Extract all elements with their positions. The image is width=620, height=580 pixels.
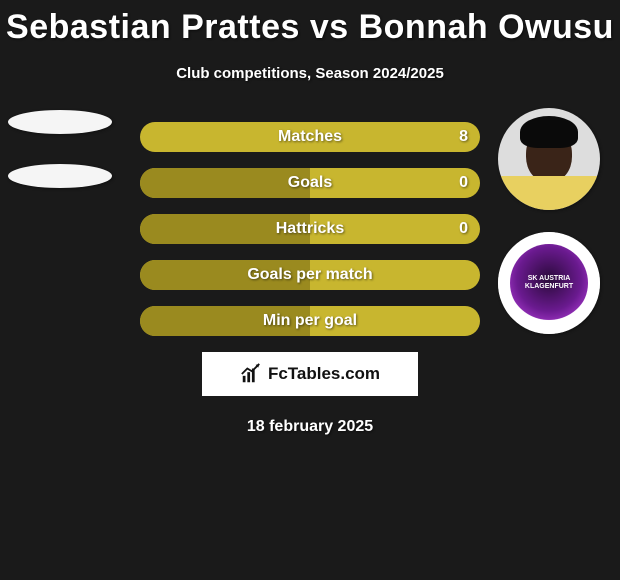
- date: 18 february 2025: [0, 418, 620, 436]
- stat-bar: Matches8: [140, 122, 480, 152]
- chart-icon: [240, 363, 262, 385]
- watermark-text: FcTables.com: [268, 364, 380, 384]
- stat-bar: Goals0: [140, 168, 480, 198]
- page-title: Sebastian Prattes vs Bonnah Owusu: [0, 0, 620, 47]
- stat-label: Matches: [140, 128, 480, 146]
- stat-bar: Hattricks0: [140, 214, 480, 244]
- player2-avatar: [498, 108, 600, 210]
- stat-bar: Min per goal: [140, 306, 480, 336]
- stat-label: Min per goal: [140, 312, 480, 330]
- stats-bars: Matches8Goals0Hattricks0Goals per matchM…: [140, 122, 480, 336]
- stat-right-value: 0: [459, 174, 468, 192]
- watermark: FcTables.com: [202, 352, 418, 396]
- stat-label: Hattricks: [140, 220, 480, 238]
- subtitle: Club competitions, Season 2024/2025: [0, 65, 620, 82]
- club-badge-text: SK AUSTRIA KLAGENFURT: [510, 244, 588, 322]
- player2-club-logo: SK AUSTRIA KLAGENFURT: [498, 232, 600, 334]
- stat-label: Goals per match: [140, 266, 480, 284]
- left-player-avatars: [8, 110, 112, 218]
- player1-club-placeholder: [8, 164, 112, 188]
- comparison-content: SK AUSTRIA KLAGENFURT Matches8Goals0Hatt…: [0, 122, 620, 436]
- stat-right-value: 8: [459, 128, 468, 146]
- right-player-avatars: SK AUSTRIA KLAGENFURT: [498, 108, 600, 356]
- player1-avatar-placeholder: [8, 110, 112, 134]
- stat-bar: Goals per match: [140, 260, 480, 290]
- stat-label: Goals: [140, 174, 480, 192]
- stat-right-value: 0: [459, 220, 468, 238]
